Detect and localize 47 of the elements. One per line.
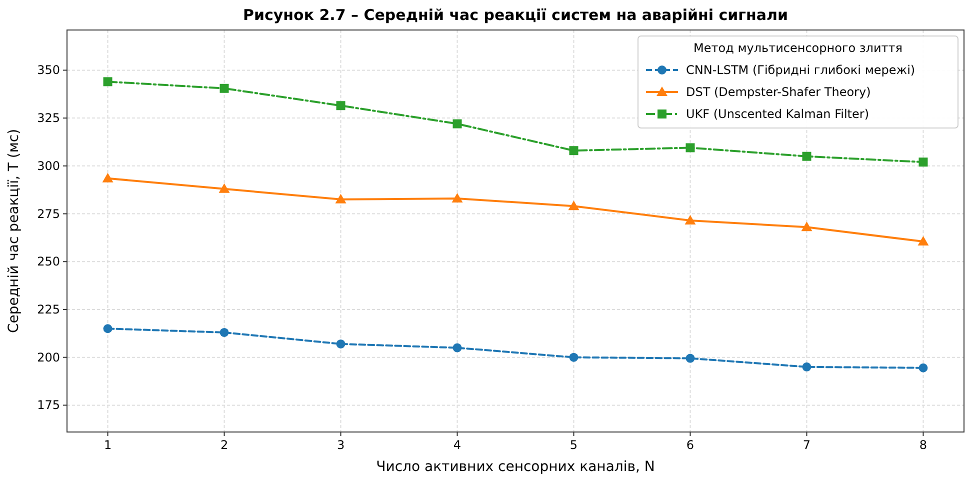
y-tick-label: 200 xyxy=(37,350,60,364)
point xyxy=(336,339,346,348)
x-axis-title: Число активних сенсорних каналів, N xyxy=(376,459,655,475)
point xyxy=(452,119,462,128)
point xyxy=(569,352,578,362)
legend-label: DST (Dempster-Shafer Theory) xyxy=(686,85,871,99)
legend-label: CNN-LSTM (Гібридні глибокі мережі) xyxy=(686,63,916,77)
point xyxy=(802,362,812,372)
point xyxy=(686,354,695,363)
y-tick-label: 250 xyxy=(37,254,60,269)
y-tick-label: 175 xyxy=(37,398,60,412)
point xyxy=(801,222,812,232)
point xyxy=(335,194,346,204)
legend-label: UKF (Unscented Kalman Filter) xyxy=(686,107,870,121)
point xyxy=(918,363,928,372)
point xyxy=(802,152,812,161)
x-tick-label: 2 xyxy=(220,438,228,452)
point xyxy=(686,143,695,152)
y-axis-title: Середній час реакції, T (мс) xyxy=(6,128,22,334)
point xyxy=(102,172,114,182)
x-tick-label: 8 xyxy=(919,438,928,452)
point xyxy=(336,101,346,110)
chart-title: Рисунок 2.7 – Середній час реакції систем на аварійні сигнали xyxy=(242,6,788,24)
y-tick-label: 325 xyxy=(37,111,60,126)
x-tick-label: 7 xyxy=(802,438,811,452)
x-tick-label: 3 xyxy=(336,438,345,452)
legend-title: Метод мультисенсорного злиття xyxy=(694,41,902,55)
x-tick-label: 5 xyxy=(570,438,578,452)
point xyxy=(918,158,928,167)
y-tick-label: 350 xyxy=(37,63,60,78)
point xyxy=(103,324,112,334)
y-tick-label: 225 xyxy=(37,302,60,316)
point xyxy=(220,84,229,93)
point xyxy=(568,200,580,210)
point xyxy=(220,328,229,337)
x-tick-label: 1 xyxy=(104,438,112,452)
y-tick-label: 275 xyxy=(37,206,60,221)
x-tick-label: 6 xyxy=(686,438,694,452)
y-tick-label: 300 xyxy=(37,158,60,173)
point xyxy=(218,183,230,193)
point xyxy=(918,236,929,246)
point xyxy=(569,146,578,156)
point xyxy=(103,77,112,86)
x-tick-label: 4 xyxy=(453,438,462,452)
point xyxy=(684,214,696,224)
point xyxy=(452,343,462,352)
point xyxy=(452,192,463,202)
